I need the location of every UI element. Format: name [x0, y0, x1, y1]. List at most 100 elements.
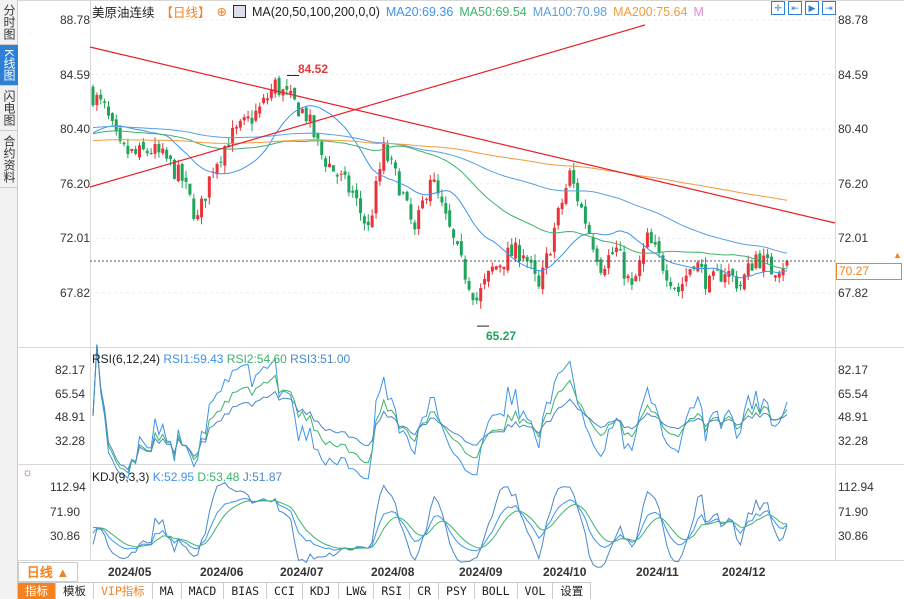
- ma100-line: [92, 126, 788, 254]
- settings-sun-icon[interactable]: ☼: [22, 465, 33, 479]
- candle-body: [556, 208, 560, 226]
- rsi-header: RSI(6,12,24) RSI1:59.43 RSI2:54.60 RSI3:…: [92, 352, 350, 366]
- indicator-tab-0[interactable]: 指标: [18, 583, 56, 599]
- indicator-tab-11[interactable]: PSY: [439, 583, 475, 599]
- kdj-k-line: [92, 498, 788, 552]
- candle-body: [626, 275, 630, 279]
- ma200-value: MA200:75.64: [613, 4, 688, 19]
- indicator-tab-1[interactable]: 模板: [56, 583, 94, 599]
- rsi-axis-label-left: 48.91: [55, 410, 86, 425]
- indicator-tab-9[interactable]: RSI: [374, 583, 411, 599]
- candle-body: [673, 287, 677, 289]
- candle-body: [587, 224, 591, 234]
- ma100-value: MA100:70.98: [532, 4, 608, 19]
- indicator-tab-6[interactable]: CCI: [267, 583, 303, 599]
- indicator-tab-3[interactable]: MA: [153, 583, 182, 599]
- candle-body: [463, 259, 467, 280]
- indicator-tab-5[interactable]: BIAS: [224, 583, 268, 599]
- candle-body: [231, 127, 235, 145]
- indicator-tab-4[interactable]: MACD: [182, 583, 225, 599]
- candle-body: [203, 198, 207, 201]
- high-price-marker: 84.52: [298, 62, 329, 76]
- candle-body: [110, 113, 114, 121]
- x-axis-label: 2024/11: [636, 565, 679, 579]
- period-selector[interactable]: 日线 ▲: [18, 562, 78, 582]
- kdj-axis-label-left: 112.94: [50, 480, 86, 494]
- candle-body: [428, 179, 432, 202]
- candle-body: [552, 227, 556, 252]
- indicator-tab-7[interactable]: KDJ: [303, 583, 339, 599]
- candle-body: [99, 94, 103, 100]
- candle-body: [374, 180, 378, 214]
- rsi-title: RSI(6,12,24): [92, 352, 161, 366]
- kdj-axis-label-right: 30.86: [838, 529, 869, 543]
- candle-body: [502, 266, 506, 270]
- candle-body: [448, 210, 452, 227]
- kline-chart[interactable]: ▲: [0, 0, 904, 582]
- candle-body: [265, 98, 269, 101]
- candle-body: [603, 268, 607, 276]
- candle-body: [533, 260, 537, 274]
- kdj-axis-label-right: 112.94: [838, 480, 874, 494]
- play-icon[interactable]: ▶: [805, 1, 819, 15]
- candle-body: [452, 229, 456, 238]
- exit-icon[interactable]: ⇥: [822, 1, 836, 15]
- rsi-axis-label-left: 65.54: [55, 386, 86, 401]
- candle-body: [591, 237, 595, 250]
- indicator-tab-10[interactable]: CR: [410, 583, 440, 599]
- divider: [18, 347, 904, 348]
- candle-body: [285, 86, 289, 90]
- indicator-tab-8[interactable]: LW&: [339, 583, 375, 599]
- rsi2-line: [92, 344, 788, 474]
- indicator-chart-icon[interactable]: [233, 5, 247, 18]
- tab-timeshare[interactable]: 分时图: [0, 0, 18, 45]
- candle-body: [196, 215, 200, 220]
- candle-body: [165, 149, 169, 159]
- kdj-d-line: [92, 500, 788, 550]
- candle-body: [405, 191, 409, 201]
- kdj-header: KDJ(9,3,3) K:52.95 D:53.48 J:51.87: [92, 470, 282, 484]
- candle-body: [91, 86, 95, 106]
- indicator-tab-12[interactable]: BOLL: [475, 583, 518, 599]
- candle-body: [614, 247, 618, 253]
- zoom-range-icon[interactable]: ⇤: [788, 1, 802, 15]
- tab-flash[interactable]: 闪电图: [0, 86, 18, 132]
- tab-contract-info[interactable]: 合约资料: [0, 131, 18, 189]
- candle-body: [711, 271, 715, 277]
- candle-body: [611, 252, 615, 254]
- candle-body: [731, 269, 735, 276]
- indicator-tab-14[interactable]: 设置: [553, 583, 592, 599]
- candle-body: [704, 264, 708, 289]
- tab-kline[interactable]: K线图: [0, 45, 18, 87]
- candle-body: [258, 106, 262, 114]
- candle-body: [103, 101, 107, 103]
- candle-body: [169, 155, 173, 160]
- candle-body: [289, 90, 293, 94]
- x-axis-label: 2024/10: [543, 565, 587, 579]
- candle-body: [583, 206, 587, 224]
- candle-body: [742, 274, 746, 290]
- candle-body: [634, 276, 638, 282]
- last-price-arrow: ▲: [893, 250, 902, 260]
- x-axis-label: 2024/07: [280, 565, 324, 579]
- candle-body: [312, 115, 316, 138]
- crosshair-tool-icon[interactable]: ✛: [771, 1, 785, 15]
- crosshair-icon[interactable]: ⊕: [216, 5, 228, 19]
- indicator-tab-13[interactable]: VOL: [518, 583, 554, 599]
- candle-body: [320, 141, 324, 155]
- candle-body: [630, 278, 634, 285]
- candle-body: [153, 144, 157, 154]
- price-axis-label-right: 67.82: [838, 285, 869, 300]
- candle-body: [548, 254, 552, 256]
- indicator-tab-2[interactable]: VIP指标: [94, 583, 153, 599]
- candle-body: [436, 180, 440, 194]
- candle-body: [421, 200, 425, 209]
- rsi-axis-label-right: 82.17: [838, 363, 869, 377]
- candle-body: [262, 97, 266, 104]
- candle-body: [455, 241, 459, 244]
- candle-body: [486, 270, 490, 282]
- candle-body: [386, 144, 390, 161]
- candle-body: [149, 152, 153, 154]
- kdj-axis-label-left: 30.86: [50, 529, 81, 543]
- candle-body: [669, 281, 673, 287]
